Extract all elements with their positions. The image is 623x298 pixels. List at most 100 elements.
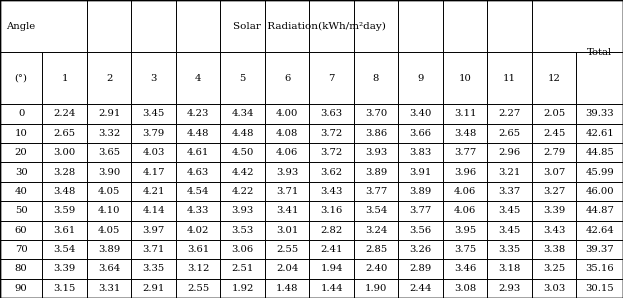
Text: 4.33: 4.33: [187, 206, 209, 215]
Text: 2.91: 2.91: [143, 284, 164, 293]
Text: 3.24: 3.24: [365, 226, 388, 235]
Text: 60: 60: [15, 226, 27, 235]
Text: 4.48: 4.48: [231, 129, 254, 138]
Text: 2.85: 2.85: [365, 245, 387, 254]
Text: 1.90: 1.90: [365, 284, 388, 293]
Text: 2.82: 2.82: [320, 226, 343, 235]
Text: 3.45: 3.45: [498, 206, 521, 215]
Text: 3.01: 3.01: [276, 226, 298, 235]
Text: 4.10: 4.10: [98, 206, 120, 215]
Text: 3.07: 3.07: [543, 167, 565, 177]
Text: 3.97: 3.97: [143, 226, 164, 235]
Text: 4.54: 4.54: [187, 187, 209, 196]
Text: 2: 2: [106, 74, 112, 83]
Text: 2.65: 2.65: [498, 129, 521, 138]
Text: 3.77: 3.77: [365, 187, 387, 196]
Text: 2.40: 2.40: [365, 264, 388, 274]
Text: 3.77: 3.77: [409, 206, 432, 215]
Text: 4.06: 4.06: [454, 187, 476, 196]
Text: 4.34: 4.34: [231, 109, 254, 119]
Text: 3.48: 3.48: [54, 187, 76, 196]
Text: 3.66: 3.66: [409, 129, 432, 138]
Text: 3.79: 3.79: [143, 129, 164, 138]
Text: 3.11: 3.11: [454, 109, 477, 119]
Text: 3.72: 3.72: [320, 129, 343, 138]
Text: 39.33: 39.33: [586, 109, 614, 119]
Text: 2.96: 2.96: [498, 148, 521, 157]
Text: 3.89: 3.89: [409, 187, 432, 196]
Text: 45.99: 45.99: [585, 167, 614, 177]
Text: 2.55: 2.55: [187, 284, 209, 293]
Text: 3.56: 3.56: [409, 226, 432, 235]
Text: 4.02: 4.02: [187, 226, 209, 235]
Text: 3.89: 3.89: [98, 245, 120, 254]
Text: 3.89: 3.89: [365, 167, 387, 177]
Text: 4.23: 4.23: [187, 109, 209, 119]
Text: 3.06: 3.06: [232, 245, 254, 254]
Text: 3.41: 3.41: [276, 206, 298, 215]
Text: 3.39: 3.39: [543, 206, 565, 215]
Text: 1.48: 1.48: [276, 284, 298, 293]
Text: 3.18: 3.18: [498, 264, 521, 274]
Text: Angle: Angle: [7, 21, 36, 31]
Text: 3.70: 3.70: [365, 109, 387, 119]
Text: 3.12: 3.12: [187, 264, 209, 274]
Text: 3.62: 3.62: [320, 167, 343, 177]
Text: 10: 10: [459, 74, 472, 83]
Text: 3.77: 3.77: [454, 148, 476, 157]
Text: 80: 80: [15, 264, 27, 274]
Text: 10: 10: [15, 129, 27, 138]
Text: 2.89: 2.89: [409, 264, 432, 274]
Text: 3.72: 3.72: [320, 148, 343, 157]
Text: 3.43: 3.43: [320, 187, 343, 196]
Text: 3.03: 3.03: [543, 284, 565, 293]
Text: 4.17: 4.17: [142, 167, 165, 177]
Text: 7: 7: [328, 74, 335, 83]
Text: 20: 20: [15, 148, 27, 157]
Text: 2.27: 2.27: [498, 109, 521, 119]
Text: 2.44: 2.44: [409, 284, 432, 293]
Text: 3.93: 3.93: [276, 167, 298, 177]
Text: 3.35: 3.35: [143, 264, 164, 274]
Text: 3.91: 3.91: [409, 167, 432, 177]
Text: 4.05: 4.05: [98, 226, 120, 235]
Text: 1.44: 1.44: [320, 284, 343, 293]
Text: 12: 12: [548, 74, 561, 83]
Text: 3.45: 3.45: [143, 109, 164, 119]
Text: 2.65: 2.65: [54, 129, 75, 138]
Text: 3.32: 3.32: [98, 129, 120, 138]
Text: 2.55: 2.55: [276, 245, 298, 254]
Text: 3.95: 3.95: [454, 226, 476, 235]
Text: 42.64: 42.64: [585, 226, 614, 235]
Text: 3.93: 3.93: [232, 206, 254, 215]
Text: 3.71: 3.71: [143, 245, 164, 254]
Text: 3.31: 3.31: [98, 284, 120, 293]
Text: 4.48: 4.48: [187, 129, 209, 138]
Text: 3.43: 3.43: [543, 226, 565, 235]
Text: 4.42: 4.42: [231, 167, 254, 177]
Text: 3.40: 3.40: [409, 109, 432, 119]
Text: 44.85: 44.85: [585, 148, 614, 157]
Text: 0: 0: [18, 109, 24, 119]
Text: 4: 4: [195, 74, 201, 83]
Text: 5: 5: [239, 74, 245, 83]
Text: 3.75: 3.75: [454, 245, 476, 254]
Text: 3.37: 3.37: [498, 187, 521, 196]
Text: 2.05: 2.05: [543, 109, 565, 119]
Text: 9: 9: [417, 74, 424, 83]
Text: 1.94: 1.94: [320, 264, 343, 274]
Text: 3.38: 3.38: [543, 245, 565, 254]
Text: 2.91: 2.91: [98, 109, 120, 119]
Text: 3.61: 3.61: [187, 245, 209, 254]
Text: 70: 70: [15, 245, 27, 254]
Text: 2.79: 2.79: [543, 148, 565, 157]
Text: 3.21: 3.21: [498, 167, 521, 177]
Text: 42.61: 42.61: [585, 129, 614, 138]
Text: 3.86: 3.86: [365, 129, 387, 138]
Text: 4.50: 4.50: [231, 148, 254, 157]
Text: 4.00: 4.00: [276, 109, 298, 119]
Text: 3.65: 3.65: [98, 148, 120, 157]
Text: 35.16: 35.16: [586, 264, 614, 274]
Text: 3.27: 3.27: [543, 187, 565, 196]
Text: 3.53: 3.53: [232, 226, 254, 235]
